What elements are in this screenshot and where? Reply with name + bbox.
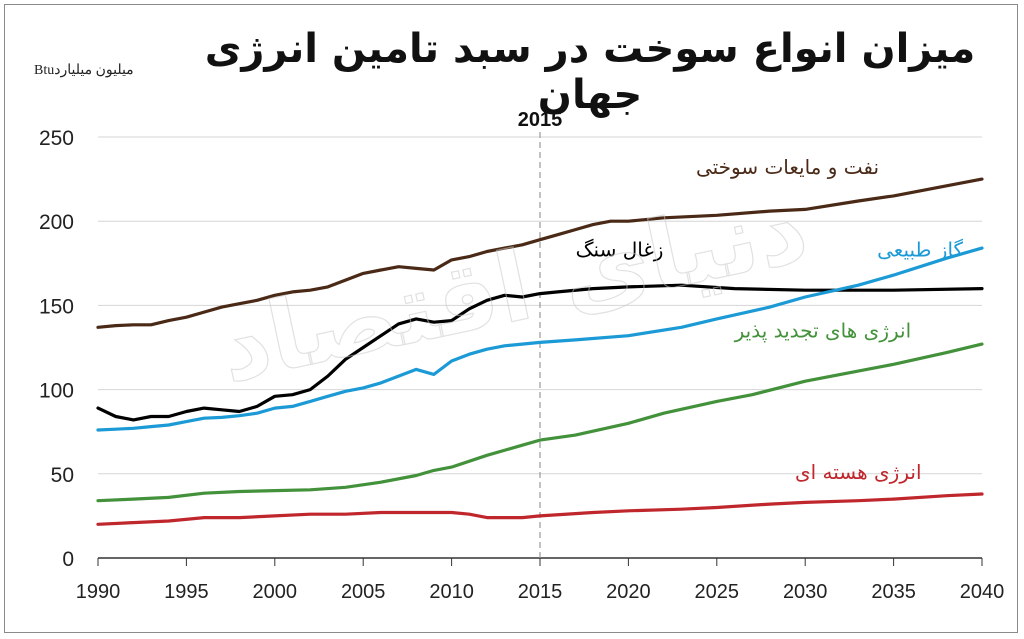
series-line-4: [96, 492, 984, 526]
series-line-0: [96, 177, 984, 329]
y-tick-label-50: 50: [51, 464, 74, 487]
x-tick-label-1990: 1990: [76, 581, 121, 603]
y-tick-label-150: 150: [39, 295, 74, 318]
y-tick-label-100: 100: [39, 380, 74, 403]
reference-line-label: 2015: [518, 109, 563, 131]
series-label-2: گاز طبیعی: [877, 238, 963, 262]
series-label-3: انرژی های تجدید پذیر: [734, 318, 912, 343]
series-label-4: انرژی هسته ای: [795, 460, 922, 484]
x-tick-label-2040: 2040: [960, 581, 1005, 603]
x-tick-label-2035: 2035: [871, 581, 916, 603]
series-line-3: [96, 342, 984, 503]
y-unit-label: میلیون میلیاردBtu: [34, 63, 134, 78]
series-line-1: [96, 283, 984, 422]
series-label-0: نفت و مایعات سوختی: [696, 155, 879, 179]
x-tick-label-1995: 1995: [164, 581, 209, 603]
watermark: دنیای اقتصاد: [210, 171, 817, 405]
x-tick-label-2025: 2025: [695, 581, 740, 603]
y-tick-label-0: 0: [62, 548, 74, 571]
series-line-2: [96, 246, 984, 432]
series-label-1: زغال سنگ: [576, 238, 664, 262]
x-tick-label-2015: 2015: [518, 581, 563, 603]
x-tick-label-2020: 2020: [606, 581, 651, 603]
y-tick-label-200: 200: [39, 211, 74, 234]
x-tick-label-2000: 2000: [253, 581, 298, 603]
x-tick-label-2010: 2010: [429, 581, 474, 603]
chart-title: میزان انواع سوخت در سبد تامین انرژی جهان: [204, 26, 976, 118]
x-tick-label-2005: 2005: [341, 581, 386, 603]
x-tick-label-2030: 2030: [783, 581, 828, 603]
chart-frame: [4, 4, 1018, 633]
y-tick-label-250: 250: [39, 127, 74, 150]
